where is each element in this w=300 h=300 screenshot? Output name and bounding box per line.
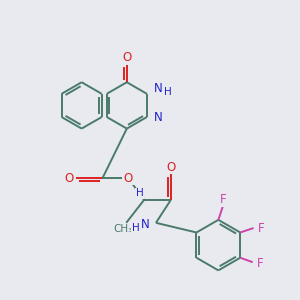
Text: N: N [153,82,162,95]
Text: CH₃: CH₃ [114,224,133,234]
Text: F: F [220,193,226,206]
Text: O: O [64,172,74,185]
Text: H: H [132,223,140,233]
Text: O: O [124,172,133,185]
Text: H: H [136,188,143,198]
Text: O: O [166,161,176,174]
Text: N: N [141,218,149,231]
Text: O: O [122,51,131,64]
Text: F: F [257,256,264,270]
Text: H: H [164,87,171,97]
Text: N: N [153,110,162,124]
Text: F: F [258,221,264,235]
